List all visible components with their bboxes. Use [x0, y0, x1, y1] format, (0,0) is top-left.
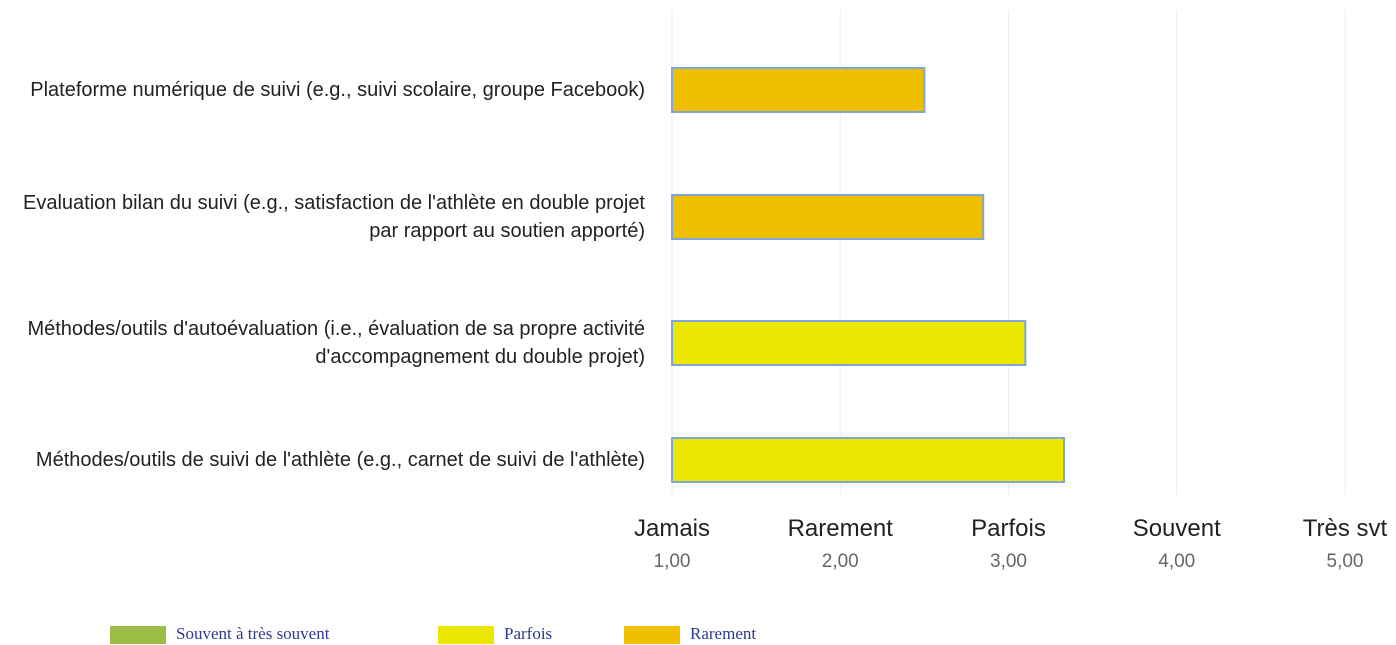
x-tick-label: 4,00 [1158, 551, 1195, 572]
legend-label: Parfois [504, 624, 552, 643]
x-tick-label: 1,00 [654, 551, 691, 572]
x-tick-name: Très svt [1303, 515, 1388, 542]
bar [671, 67, 926, 113]
legend-swatch [110, 626, 166, 644]
legend-swatch [624, 626, 680, 644]
bar [671, 437, 1066, 483]
x-tick-name: Parfois [971, 515, 1046, 542]
category-label: Méthodes/outils de suivi de l'athlète (e… [35, 449, 645, 471]
legend-swatch [438, 626, 494, 644]
bar [671, 194, 985, 240]
x-tick-name: Rarement [788, 515, 894, 542]
x-tick-label: 2,00 [822, 551, 859, 572]
x-tick-label: 3,00 [990, 551, 1027, 572]
category-label: Evaluation bilan du suivi (e.g., satisfa… [23, 192, 645, 242]
legend-label: Rarement [690, 624, 756, 643]
category-label: Méthodes/outils d'autoévaluation (i.e., … [27, 318, 645, 368]
x-tick-label: 5,00 [1327, 551, 1364, 572]
x-tick-name: Souvent [1133, 515, 1221, 542]
legend-label: Souvent à très souvent [176, 624, 330, 643]
x-tick-name: Jamais [634, 515, 710, 542]
bar [671, 320, 1027, 366]
category-label: Plateforme numérique de suivi (e.g., sui… [30, 79, 645, 101]
